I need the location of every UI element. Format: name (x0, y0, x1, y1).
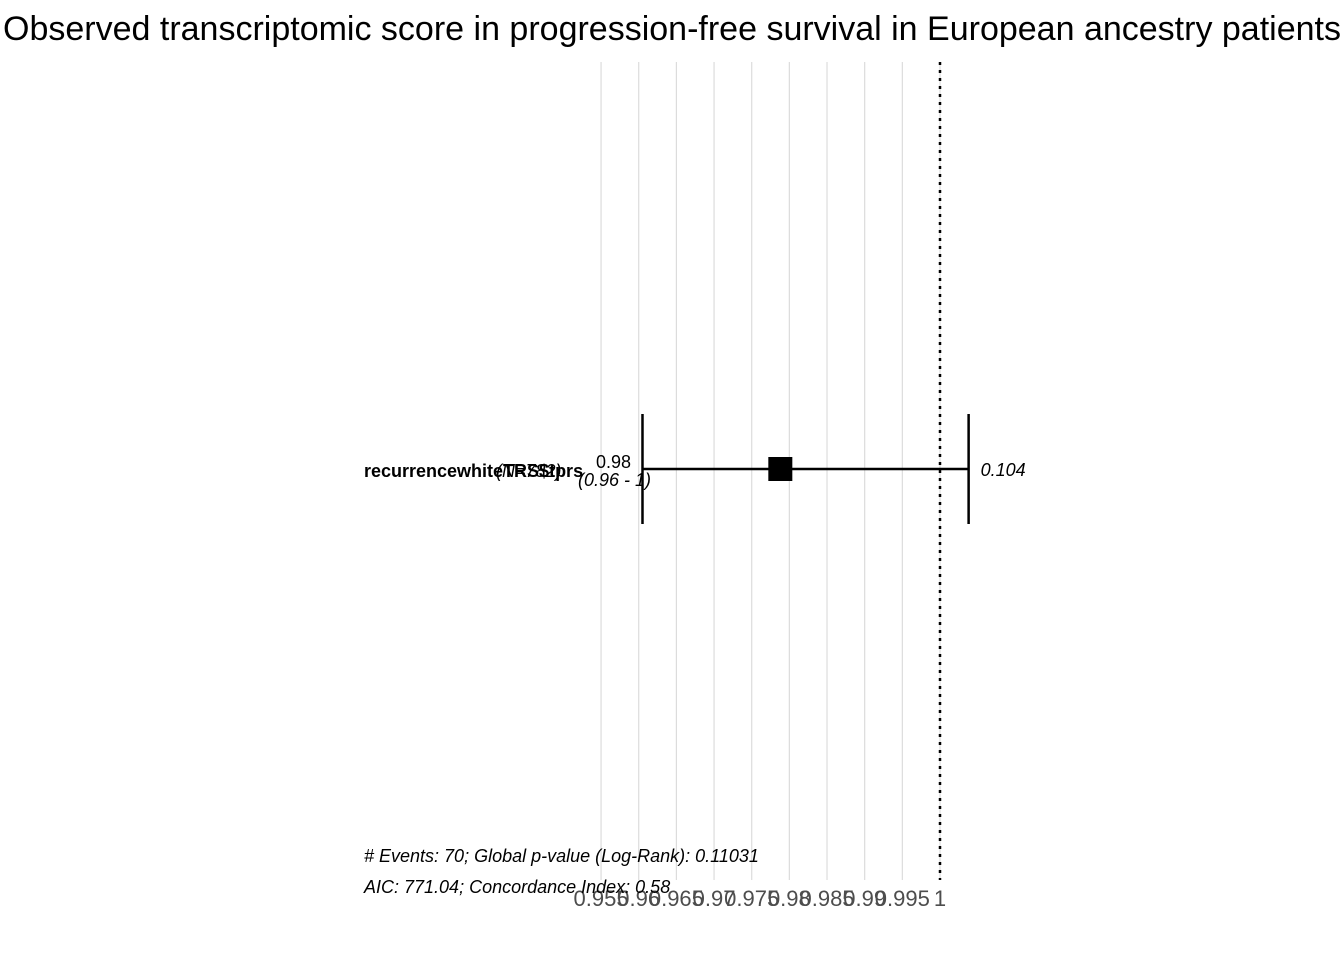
hr-point (768, 457, 793, 481)
row-p-value: 0.104 (981, 460, 1026, 480)
row-ci-label: (0.96 - 1) (578, 470, 651, 490)
x-tick-label: 0.985 (799, 886, 854, 911)
x-axis-ticks: 0.9550.960.9650.970.9750.980.9850.990.99… (574, 886, 947, 911)
footer-events: # Events: 70; Global p-value (Log-Rank):… (364, 846, 759, 866)
x-tick-label: 0.995 (875, 886, 930, 911)
x-tick-label: 0.955 (574, 886, 629, 911)
row-hr-label: 0.98 (596, 452, 631, 472)
x-tick-label: 0.98 (768, 886, 811, 911)
x-tick-label: 0.97 (693, 886, 736, 911)
x-tick-label: 0.975 (724, 886, 779, 911)
footer-aic: AIC: 771.04; Concordance Index: 0.58 (363, 877, 670, 897)
x-tick-label: 0.99 (843, 886, 886, 911)
row-variable-label: recurrencewhiteTRS$tprs (364, 461, 583, 481)
forest-rows: recurrencewhiteTRS$tprs(N=782) 0.98(0.96 … (364, 414, 1026, 524)
x-tick-label: 1 (934, 886, 946, 911)
row-n-label: (N=782) (496, 461, 562, 481)
x-tick-label: 0.965 (649, 886, 704, 911)
chart-title: Observed transcriptomic score in progres… (3, 10, 1341, 48)
x-tick-label: 0.96 (617, 886, 660, 911)
